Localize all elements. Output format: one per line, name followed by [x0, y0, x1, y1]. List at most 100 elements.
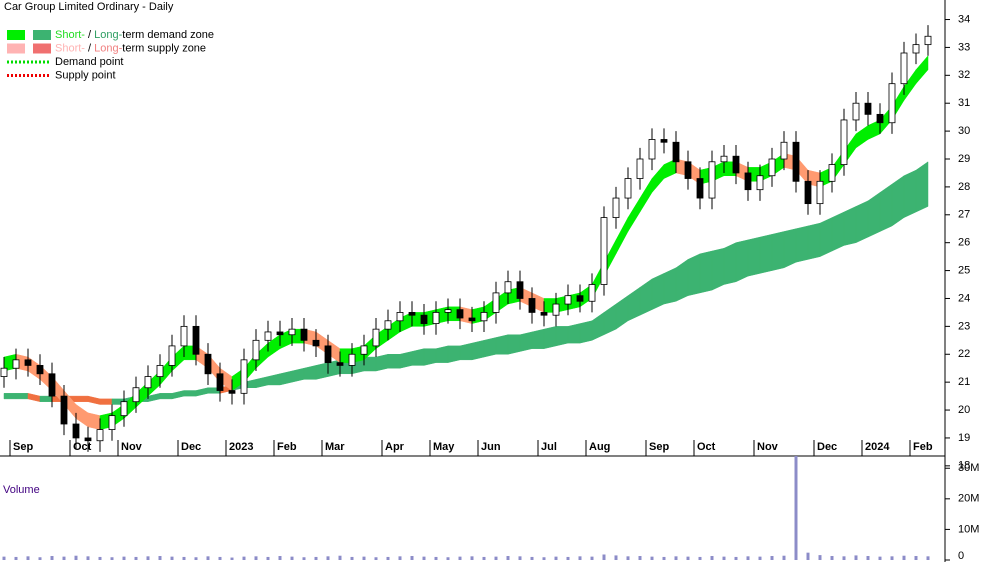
volume-bar [410, 556, 414, 560]
volume-bar [734, 556, 738, 560]
volume-bar [230, 557, 234, 560]
y-tick-label: 23 [958, 320, 970, 332]
candle-body [528, 298, 536, 313]
volume-bar [398, 556, 402, 560]
zone-segment [27, 393, 41, 402]
volume-bar [866, 556, 870, 560]
volume-bar [2, 556, 6, 560]
volume-bar [602, 554, 606, 560]
legend-part: Long- [94, 29, 122, 41]
y-tick-label: 30 [958, 125, 970, 137]
candle-body [432, 312, 440, 324]
legend-part: term demand zone [122, 29, 214, 41]
candle-body [420, 314, 428, 324]
volume-bar [218, 556, 222, 560]
volume-bar [326, 556, 330, 560]
volume-bar [638, 556, 642, 560]
legend-label: Supply point [55, 69, 116, 81]
candle-body [300, 328, 308, 341]
candle-body [768, 158, 776, 177]
zone-segment [627, 286, 641, 322]
zone-segment [303, 365, 317, 380]
candle-body [780, 141, 788, 160]
candle-body [792, 141, 800, 182]
volume-bar [710, 556, 714, 560]
legend-part: Short- [55, 29, 85, 41]
volume-tick-label: 0 [958, 550, 964, 562]
candle-body [312, 339, 320, 347]
volume-bar [482, 556, 486, 560]
zone-segment [519, 331, 533, 352]
candle-body [108, 415, 116, 430]
volume-bar [146, 556, 150, 560]
candle-body [888, 83, 896, 124]
candle-body [384, 320, 392, 330]
volume-bar [86, 556, 90, 560]
volume-bar [806, 552, 810, 560]
volume-bar [74, 555, 78, 560]
volume-bar [686, 556, 690, 560]
candle-body [408, 312, 416, 316]
zone-segment [447, 345, 461, 363]
zone-segment [195, 387, 209, 397]
x-tick-label: Nov [121, 441, 143, 453]
x-tick-label: Mar [325, 441, 345, 453]
volume-bar [134, 556, 138, 560]
volume-bar [782, 555, 786, 560]
legend-label: Short- / Long-term supply zone [55, 42, 206, 54]
zone-segment [759, 234, 773, 274]
zone-segment [99, 398, 113, 405]
zone-segment [471, 340, 485, 361]
zone-segment [363, 356, 377, 372]
zone-segment [879, 183, 893, 232]
y-tick-label: 26 [958, 237, 970, 249]
candle-body [900, 52, 908, 85]
candle-body [804, 180, 812, 205]
y-tick-label: 34 [958, 13, 970, 25]
zone-segment [651, 163, 665, 194]
candle-body [360, 345, 368, 355]
volume-bar [350, 556, 354, 560]
candle-body [576, 295, 584, 302]
candle-body [864, 102, 872, 115]
zone-segment [171, 390, 185, 400]
y-tick-label: 20 [958, 404, 970, 416]
x-tick-label: Jul [541, 441, 557, 453]
legend-part: Supply point [55, 69, 116, 81]
volume-bar [650, 556, 654, 560]
volume-bar [98, 556, 102, 560]
candle-body [288, 328, 296, 336]
volume-bar [374, 557, 378, 560]
candle-body [48, 373, 56, 397]
y-tick-label: 32 [958, 69, 970, 81]
candle-body [84, 437, 92, 442]
volume-bar [50, 556, 54, 560]
zone-segment [747, 236, 761, 277]
candle-body [816, 180, 824, 205]
candle-body [828, 164, 836, 182]
volume-bar [854, 555, 858, 560]
volume-bar [842, 556, 846, 560]
volume-bar [446, 557, 450, 560]
zone-segment [639, 177, 653, 213]
zone-segment [567, 323, 581, 344]
zone-segment [603, 303, 617, 336]
zone-segment [483, 337, 497, 358]
candle-body [684, 161, 692, 179]
candle-body [912, 44, 920, 54]
volume-bar [890, 556, 894, 560]
candle-body [648, 139, 656, 160]
zone-segment [255, 376, 269, 389]
candle-body [168, 345, 176, 366]
zone-segment [915, 161, 929, 213]
y-tick-label: 24 [958, 292, 970, 304]
candle-body [156, 365, 164, 377]
candle-body [240, 359, 248, 394]
zone-segment [687, 253, 701, 296]
legend-part: Short- [55, 42, 85, 54]
candle-body [744, 172, 752, 191]
zone-segment [495, 334, 509, 355]
zone-segment [831, 211, 845, 252]
volume-bar [470, 556, 474, 560]
